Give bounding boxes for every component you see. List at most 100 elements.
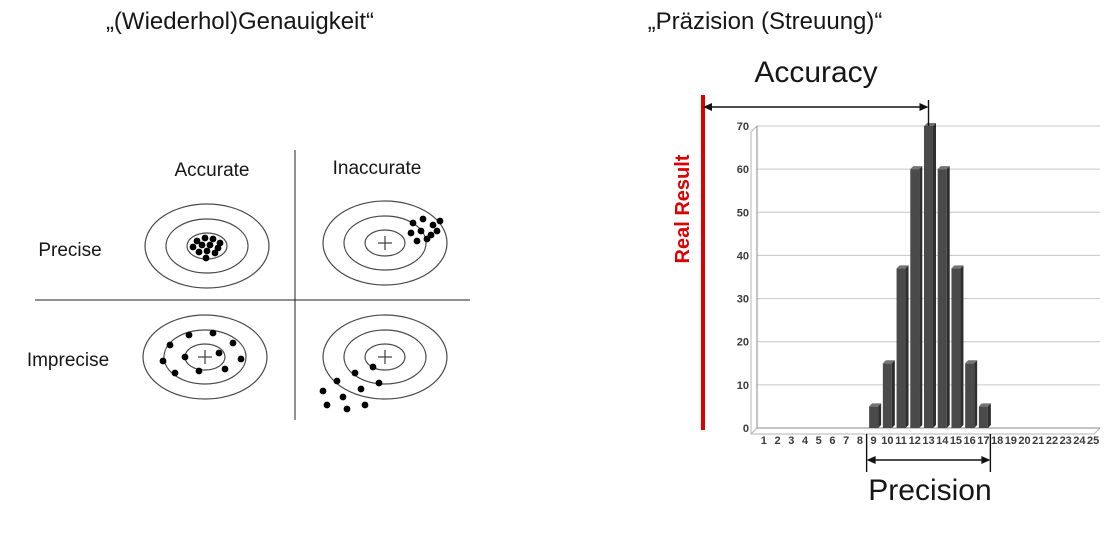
shot-dot <box>433 227 441 235</box>
precision-label: Precision <box>868 474 992 507</box>
quadrant-dividers <box>35 150 470 420</box>
svg-text:22: 22 <box>1046 435 1058 447</box>
left-panel-title: „(Wiederhol)Genauigkeit“ <box>105 8 375 35</box>
precision-arrow <box>866 456 991 464</box>
shot-dot <box>369 363 377 371</box>
shot-dot <box>436 217 444 225</box>
svg-text:18: 18 <box>991 435 1003 447</box>
shot-dot <box>203 247 211 255</box>
svg-text:50: 50 <box>737 207 749 219</box>
svg-text:23: 23 <box>1060 435 1072 447</box>
svg-text:5: 5 <box>816 435 822 447</box>
shot-dot <box>185 331 193 339</box>
shot-dot <box>171 369 179 377</box>
svg-text:7: 7 <box>843 435 849 447</box>
target-precise-inaccurate <box>322 200 448 286</box>
chart-3d-frame <box>750 125 1101 435</box>
svg-text:24: 24 <box>1073 435 1086 447</box>
svg-text:40: 40 <box>737 250 749 262</box>
shot-dot <box>409 219 417 227</box>
label-accurate: Accurate <box>174 160 250 181</box>
svg-text:11: 11 <box>895 435 907 447</box>
label-precise: Precise <box>38 240 102 261</box>
svg-text:60: 60 <box>737 164 749 176</box>
shot-dot <box>214 244 222 252</box>
shot-dot <box>209 329 217 337</box>
shot-dot <box>181 353 189 361</box>
shot-dot <box>339 393 347 401</box>
svg-text:6: 6 <box>829 435 835 447</box>
svg-text:20: 20 <box>1018 435 1030 447</box>
shot-dot <box>221 365 229 373</box>
bar-11 <box>896 265 909 428</box>
shot-dot <box>193 237 201 245</box>
svg-text:10: 10 <box>881 435 893 447</box>
shot-dot <box>211 249 219 257</box>
svg-text:19: 19 <box>1005 435 1017 447</box>
shot-dot <box>357 385 365 393</box>
bar-9 <box>869 403 882 428</box>
shot-dot <box>201 234 209 242</box>
svg-text:20: 20 <box>737 337 749 349</box>
bar-14 <box>937 166 950 428</box>
target-imprecise-inaccurate <box>319 314 448 413</box>
shot-dot <box>159 357 167 365</box>
shot-dot <box>323 401 331 409</box>
svg-text:12: 12 <box>909 435 921 447</box>
shot-dot <box>189 243 197 251</box>
svg-text:4: 4 <box>802 435 809 447</box>
target-quadrant-diagram <box>35 150 470 420</box>
bar-16 <box>965 360 978 428</box>
shot-dot <box>423 235 431 243</box>
right-panel-title: „Präzision (Streuung)“ <box>647 8 883 35</box>
shot-dot <box>417 227 425 235</box>
shot-dot <box>195 248 203 256</box>
svg-text:8: 8 <box>857 435 863 447</box>
svg-text:3: 3 <box>788 435 794 447</box>
label-inaccurate: Inaccurate <box>332 158 422 179</box>
shot-dot <box>237 355 245 363</box>
x-tick-labels: 1 2 3 4 5 6 7 8 9 10 11 12 13 14 15 16 17 18 19 20 21 22 23 24 2… <box>761 435 1099 447</box>
svg-text:14: 14 <box>936 435 949 447</box>
accuracy-arrow <box>703 103 929 111</box>
shot-dot <box>343 405 351 413</box>
svg-text:25: 25 <box>1087 435 1099 447</box>
svg-text:13: 13 <box>922 435 934 447</box>
bar-10 <box>882 360 895 428</box>
bar-17 <box>978 403 991 428</box>
svg-text:30: 30 <box>737 294 749 306</box>
shot-dot <box>209 235 217 243</box>
shot-dot <box>202 254 210 262</box>
shot-dot <box>333 377 341 385</box>
shot-dot <box>206 241 214 249</box>
svg-text:16: 16 <box>964 435 976 447</box>
svg-text:9: 9 <box>871 435 877 447</box>
shot-dot <box>351 369 359 377</box>
svg-text:21: 21 <box>1032 435 1044 447</box>
target-imprecise-accurate <box>142 314 268 400</box>
shot-dot <box>229 339 237 347</box>
bar-15 <box>951 265 964 428</box>
svg-text:0: 0 <box>743 423 749 435</box>
shot-dot <box>429 221 437 229</box>
shot-dot <box>215 349 223 357</box>
accuracy-label: Accuracy <box>754 56 878 89</box>
shot-dot <box>319 387 327 395</box>
shot-dot <box>361 401 369 409</box>
svg-text:70: 70 <box>737 121 749 133</box>
svg-text:1: 1 <box>761 435 767 447</box>
label-imprecise: Imprecise <box>26 350 110 371</box>
svg-text:2: 2 <box>775 435 781 447</box>
svg-text:10: 10 <box>737 380 749 392</box>
shot-dot <box>413 237 421 245</box>
shot-dot <box>195 367 203 375</box>
shot-dot <box>166 341 174 349</box>
shot-dot <box>407 229 415 237</box>
svg-text:17: 17 <box>977 435 989 447</box>
bar-13 <box>924 123 936 428</box>
target-precise-accurate <box>144 203 270 289</box>
bar-12 <box>910 166 923 428</box>
svg-text:15: 15 <box>950 435 962 447</box>
